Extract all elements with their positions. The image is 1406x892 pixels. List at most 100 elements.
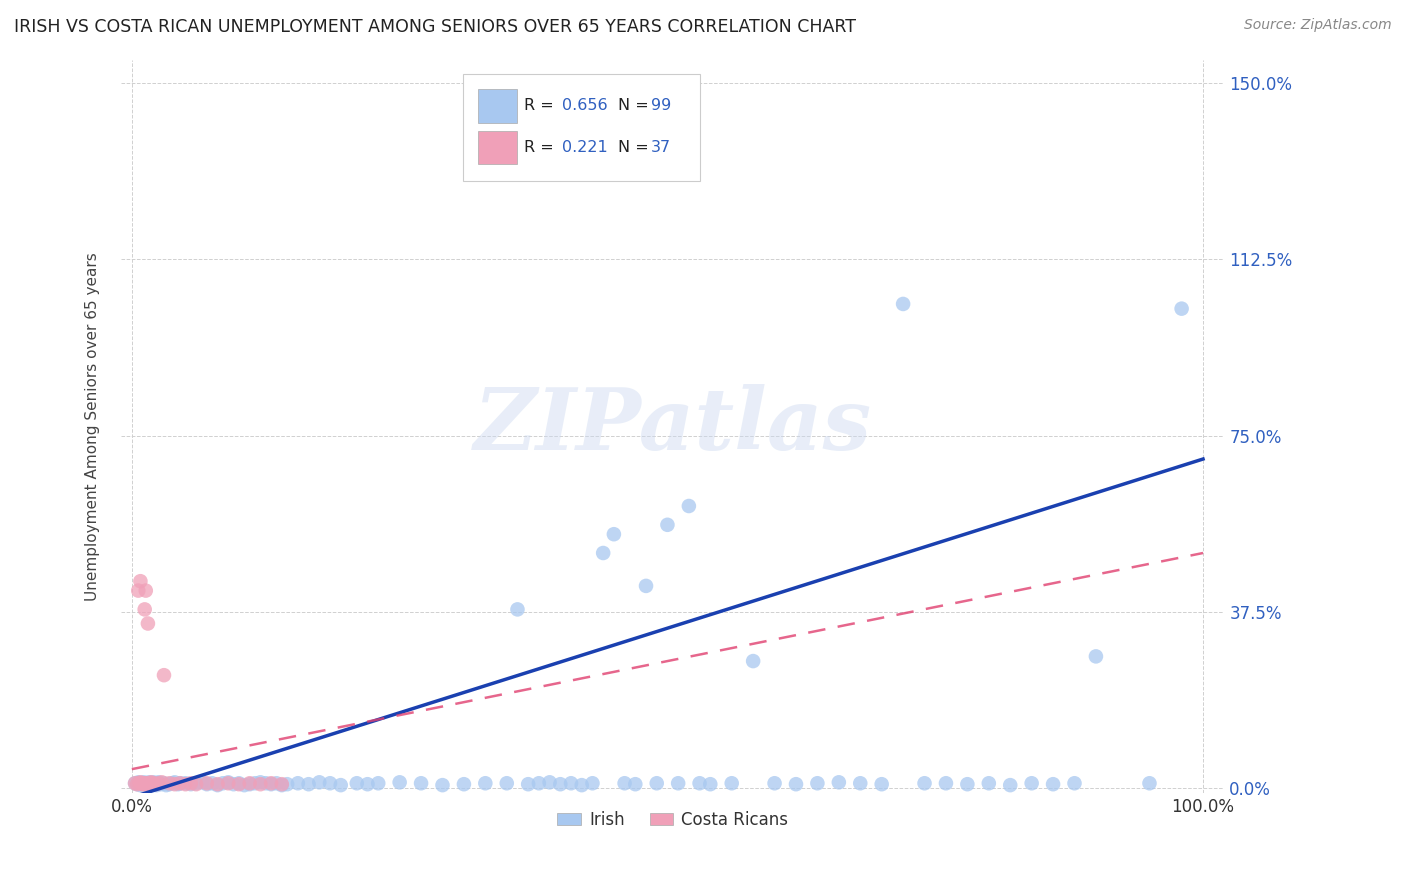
Point	[329, 778, 352, 792]
Point	[157, 776, 180, 790]
Point	[527, 776, 550, 790]
Point	[134, 602, 156, 616]
Point	[571, 778, 593, 792]
Point	[139, 776, 162, 790]
Point	[184, 777, 207, 791]
Point	[131, 777, 153, 791]
Point	[388, 775, 411, 789]
Point	[266, 776, 288, 790]
Point	[270, 778, 292, 792]
Point	[1170, 301, 1192, 316]
Point	[828, 775, 851, 789]
Point	[763, 776, 786, 790]
Point	[162, 776, 184, 790]
Point	[150, 775, 173, 789]
Point	[270, 777, 292, 791]
Point	[287, 776, 309, 790]
Point	[155, 778, 177, 792]
Point	[495, 776, 517, 790]
Text: 37: 37	[651, 140, 671, 155]
Point	[139, 776, 162, 790]
Point	[207, 777, 229, 791]
Point	[195, 776, 218, 790]
Text: R =: R =	[524, 98, 554, 113]
Point	[624, 777, 647, 791]
Point	[135, 776, 157, 790]
Point	[297, 777, 319, 791]
Point	[474, 776, 496, 790]
Text: IRISH VS COSTA RICAN UNEMPLOYMENT AMONG SENIORS OVER 65 YEARS CORRELATION CHART: IRISH VS COSTA RICAN UNEMPLOYMENT AMONG …	[14, 18, 856, 36]
Point	[666, 776, 689, 790]
Point	[212, 776, 235, 790]
Point	[132, 776, 155, 790]
Point	[131, 777, 153, 791]
Point	[645, 776, 668, 790]
Point	[148, 776, 170, 790]
Point	[689, 776, 711, 790]
Point	[129, 778, 152, 792]
Point	[603, 527, 626, 541]
Point	[956, 777, 979, 791]
FancyBboxPatch shape	[463, 74, 700, 180]
Point	[742, 654, 765, 668]
Text: 0.656: 0.656	[562, 98, 607, 113]
Point	[914, 776, 936, 790]
Point	[145, 777, 167, 791]
Point	[163, 775, 186, 789]
Point	[870, 777, 893, 791]
Point	[678, 499, 700, 513]
Point	[136, 616, 159, 631]
Point	[143, 776, 166, 790]
Point	[720, 776, 742, 790]
Point	[1063, 776, 1085, 790]
Point	[634, 579, 657, 593]
Point	[174, 777, 197, 791]
Point	[891, 297, 914, 311]
Point	[139, 775, 162, 789]
Point	[138, 777, 160, 791]
Point	[613, 776, 636, 790]
Point	[260, 776, 283, 790]
Point	[1042, 777, 1064, 791]
Point	[135, 778, 157, 792]
Point	[217, 776, 239, 790]
Point	[849, 776, 872, 790]
Point	[254, 776, 277, 790]
Point	[308, 775, 330, 789]
Point	[131, 776, 153, 790]
Point	[560, 776, 582, 790]
Point	[146, 776, 169, 790]
Point	[124, 776, 146, 790]
Point	[174, 776, 197, 790]
Point	[149, 777, 172, 791]
Point	[131, 776, 153, 790]
Text: 0.221: 0.221	[562, 140, 609, 155]
Legend: Irish, Costa Ricans: Irish, Costa Ricans	[551, 805, 794, 836]
Point	[127, 777, 149, 791]
Point	[228, 776, 250, 790]
Text: ZIPatlas: ZIPatlas	[474, 384, 872, 468]
Point	[249, 775, 271, 789]
Point	[356, 777, 378, 791]
Point	[128, 776, 150, 790]
Text: Source: ZipAtlas.com: Source: ZipAtlas.com	[1244, 18, 1392, 32]
Point	[145, 777, 167, 791]
Point	[550, 777, 572, 791]
Point	[1021, 776, 1043, 790]
Point	[453, 777, 475, 791]
Point	[153, 776, 176, 790]
Point	[1000, 778, 1022, 792]
Point	[131, 776, 153, 790]
Point	[132, 775, 155, 789]
Point	[367, 776, 389, 790]
Point	[1139, 776, 1161, 790]
Point	[319, 776, 342, 790]
Point	[139, 777, 162, 791]
Point	[276, 777, 298, 791]
Y-axis label: Unemployment Among Seniors over 65 years: Unemployment Among Seniors over 65 years	[86, 252, 100, 600]
Point	[581, 776, 603, 790]
Point	[129, 775, 152, 789]
Point	[148, 775, 170, 789]
Point	[977, 776, 1000, 790]
Point	[1084, 649, 1107, 664]
